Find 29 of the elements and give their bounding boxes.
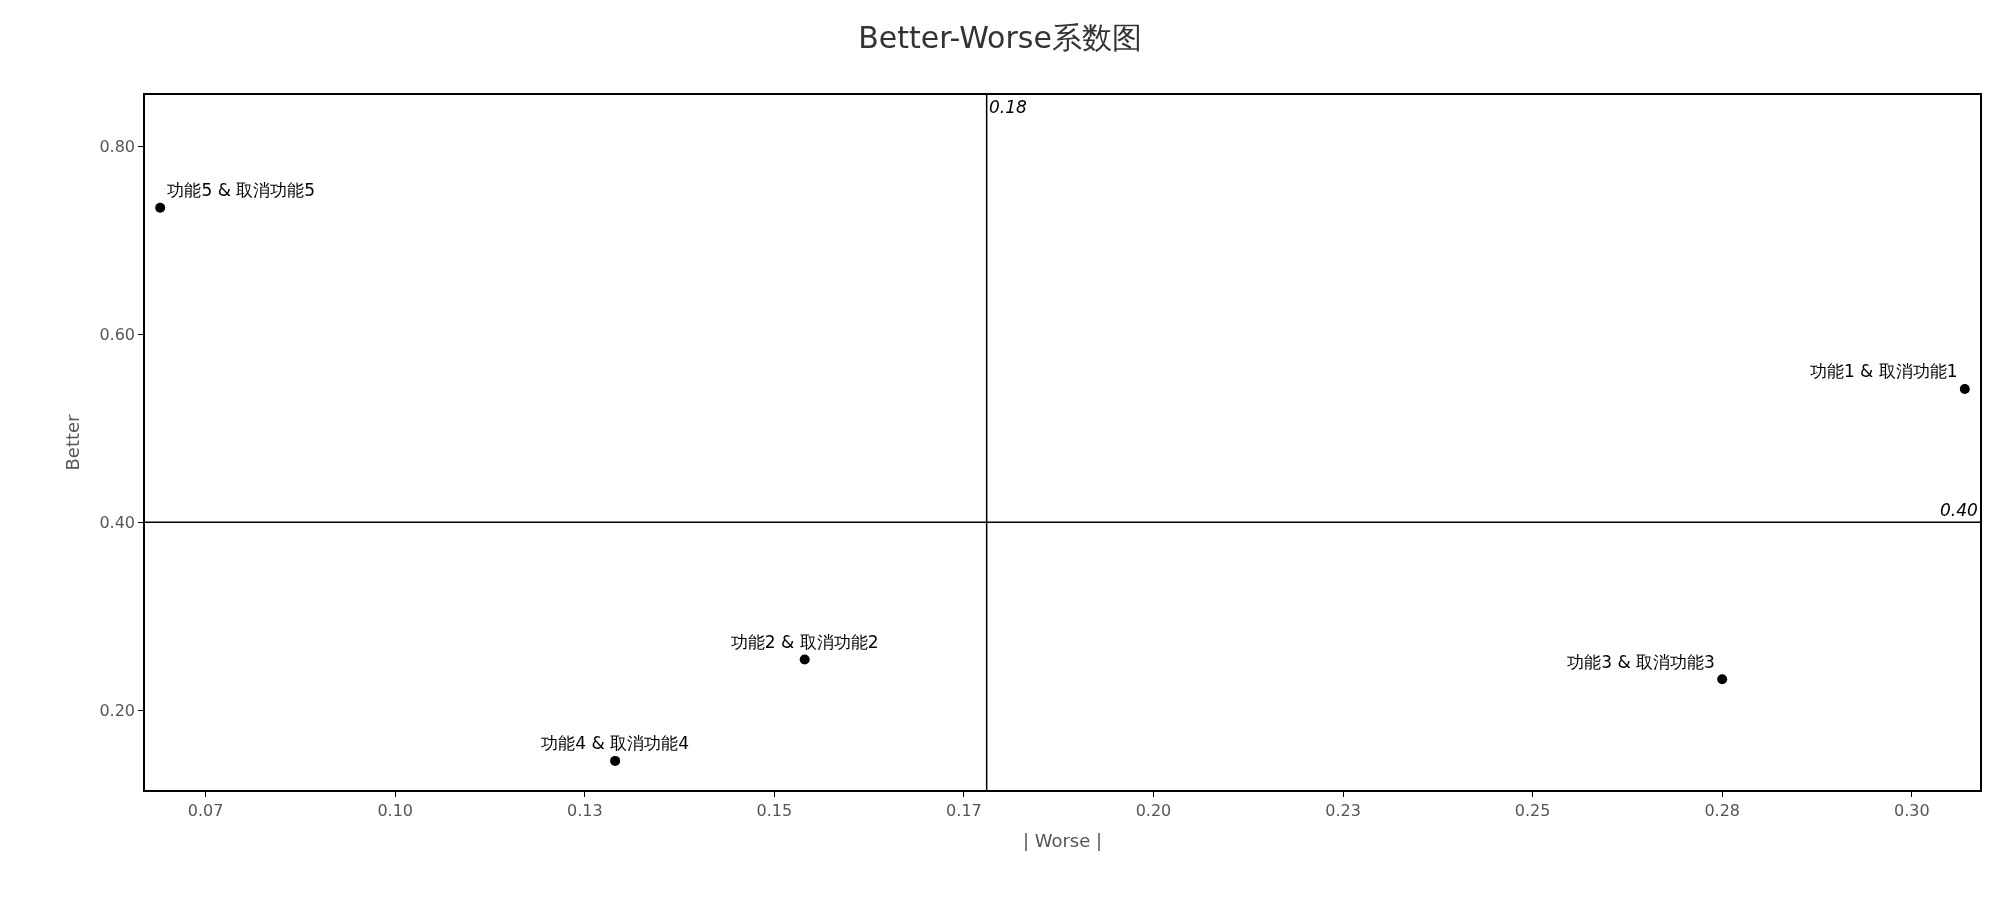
point (799, 654, 810, 665)
series-label: 功能3 & 取消功能3 (1567, 651, 1715, 672)
chart-title: Better-Worse系数图 (858, 20, 1142, 55)
x-tick-label: 0.13 (566, 800, 603, 820)
ref-line-label: 0.40 (1940, 500, 1978, 520)
point (1959, 383, 1970, 394)
y-tick-label: 0.80 (99, 137, 136, 157)
x-tick-label: 0.25 (1514, 800, 1551, 820)
x-tick-label: 0.23 (1325, 800, 1361, 820)
series-label: 功能2 & 取消功能2 (730, 631, 879, 652)
x-tick-label: 0.10 (377, 800, 414, 820)
y-tick-label: 0.40 (99, 512, 136, 532)
x-axis-title: | Worse | (1022, 829, 1103, 851)
x-tick-label: 0.17 (946, 800, 982, 820)
x-tick-label: 0.28 (1704, 800, 1740, 820)
y-tick-label: 0.20 (99, 700, 136, 720)
y-tick-label: 0.60 (99, 325, 136, 345)
x-tick-label: 0.15 (756, 800, 793, 820)
ref-line-label: 0.18 (989, 97, 1028, 117)
y-axis-title: Better (62, 413, 84, 471)
x-tick-label: 0.20 (1135, 800, 1172, 820)
x-tick-label: 0.30 (1893, 800, 1930, 820)
series-label: 功能5 & 取消功能5 (167, 180, 316, 201)
point (155, 202, 166, 213)
series-label: 功能4 & 取消功能4 (541, 733, 689, 754)
series-label: 功能1 & 取消功能1 (1809, 361, 1958, 382)
point (610, 755, 621, 766)
point (1717, 674, 1728, 685)
x-tick-label: 0.07 (187, 800, 224, 820)
